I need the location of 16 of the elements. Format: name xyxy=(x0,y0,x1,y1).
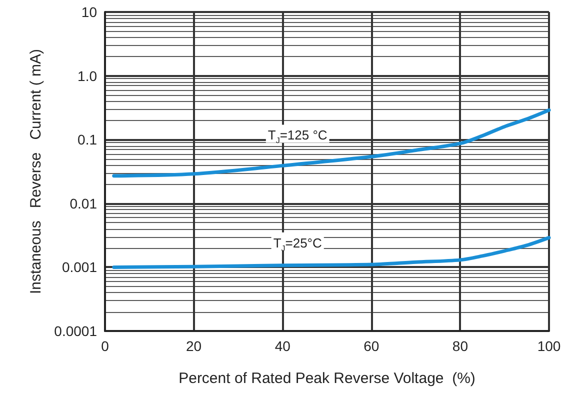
y-tick-label: 0.001 xyxy=(62,259,98,276)
y-tick-label: 0.01 xyxy=(70,195,98,212)
y-tick-label: 0.0001 xyxy=(54,323,98,339)
x-tick-label: 40 xyxy=(274,338,291,354)
x-axis-title: Percent of Rated Peak Reverse Voltage (%) xyxy=(178,370,476,387)
x-tick-label: 100 xyxy=(537,338,561,354)
x-tick-label: 80 xyxy=(452,338,468,354)
y-tick-label: 0.1 xyxy=(78,132,98,148)
line-series xyxy=(112,108,551,178)
y-axis-title: Instaneous Reverse Current ( mA) xyxy=(27,48,44,294)
y-tick-label: 1.0 xyxy=(78,68,98,84)
x-tick-label: 20 xyxy=(186,338,202,354)
line-series xyxy=(112,236,551,269)
y-tick-label: 10 xyxy=(81,4,98,20)
x-tick-label: 0 xyxy=(101,338,110,354)
x-tick-label: 60 xyxy=(364,338,380,354)
